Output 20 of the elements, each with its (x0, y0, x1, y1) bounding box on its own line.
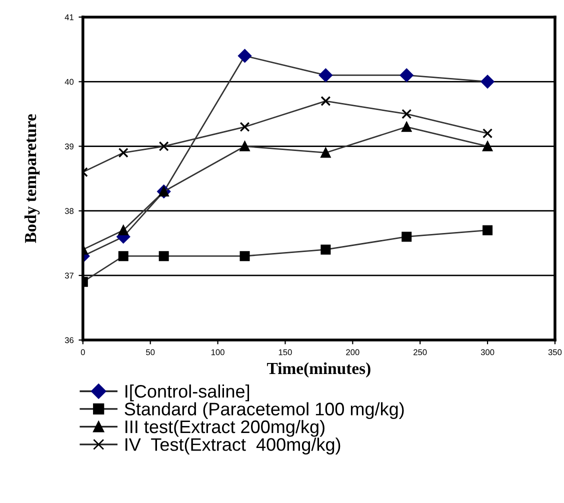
y-tick-label: 41 (64, 14, 74, 20)
y-tick-label: 36 (64, 337, 74, 344)
x-axis-title: Time(minutes) (267, 362, 370, 378)
x-tick-label: 50 (146, 349, 155, 356)
legend-label: I[Control-saline] (126, 384, 250, 402)
x-tick-label: 150 (278, 349, 292, 356)
x-tick-label: 300 (480, 349, 494, 356)
y-tick-label: 38 (64, 208, 74, 214)
y-axis-title: Body tempareture (24, 114, 40, 244)
legend-label: Standard (Paracetemol 100 mg/kg) (124, 402, 404, 420)
y-tick-label: 37 (64, 272, 74, 279)
x-tick-label: 350 (548, 349, 562, 356)
legend-label: III test(Extract 200mg/kg) (126, 420, 324, 437)
x-tick-label: 100 (211, 349, 224, 356)
y-tick-label: 39 (64, 143, 74, 150)
y-tick-label: 40 (64, 78, 74, 85)
x-tick-label: 200 (346, 349, 360, 356)
legend-label: IV Test(Extract 400mg/kg) (126, 438, 340, 455)
x-tick-label: 0 (80, 349, 85, 356)
x-tick-label: 250 (414, 349, 427, 356)
